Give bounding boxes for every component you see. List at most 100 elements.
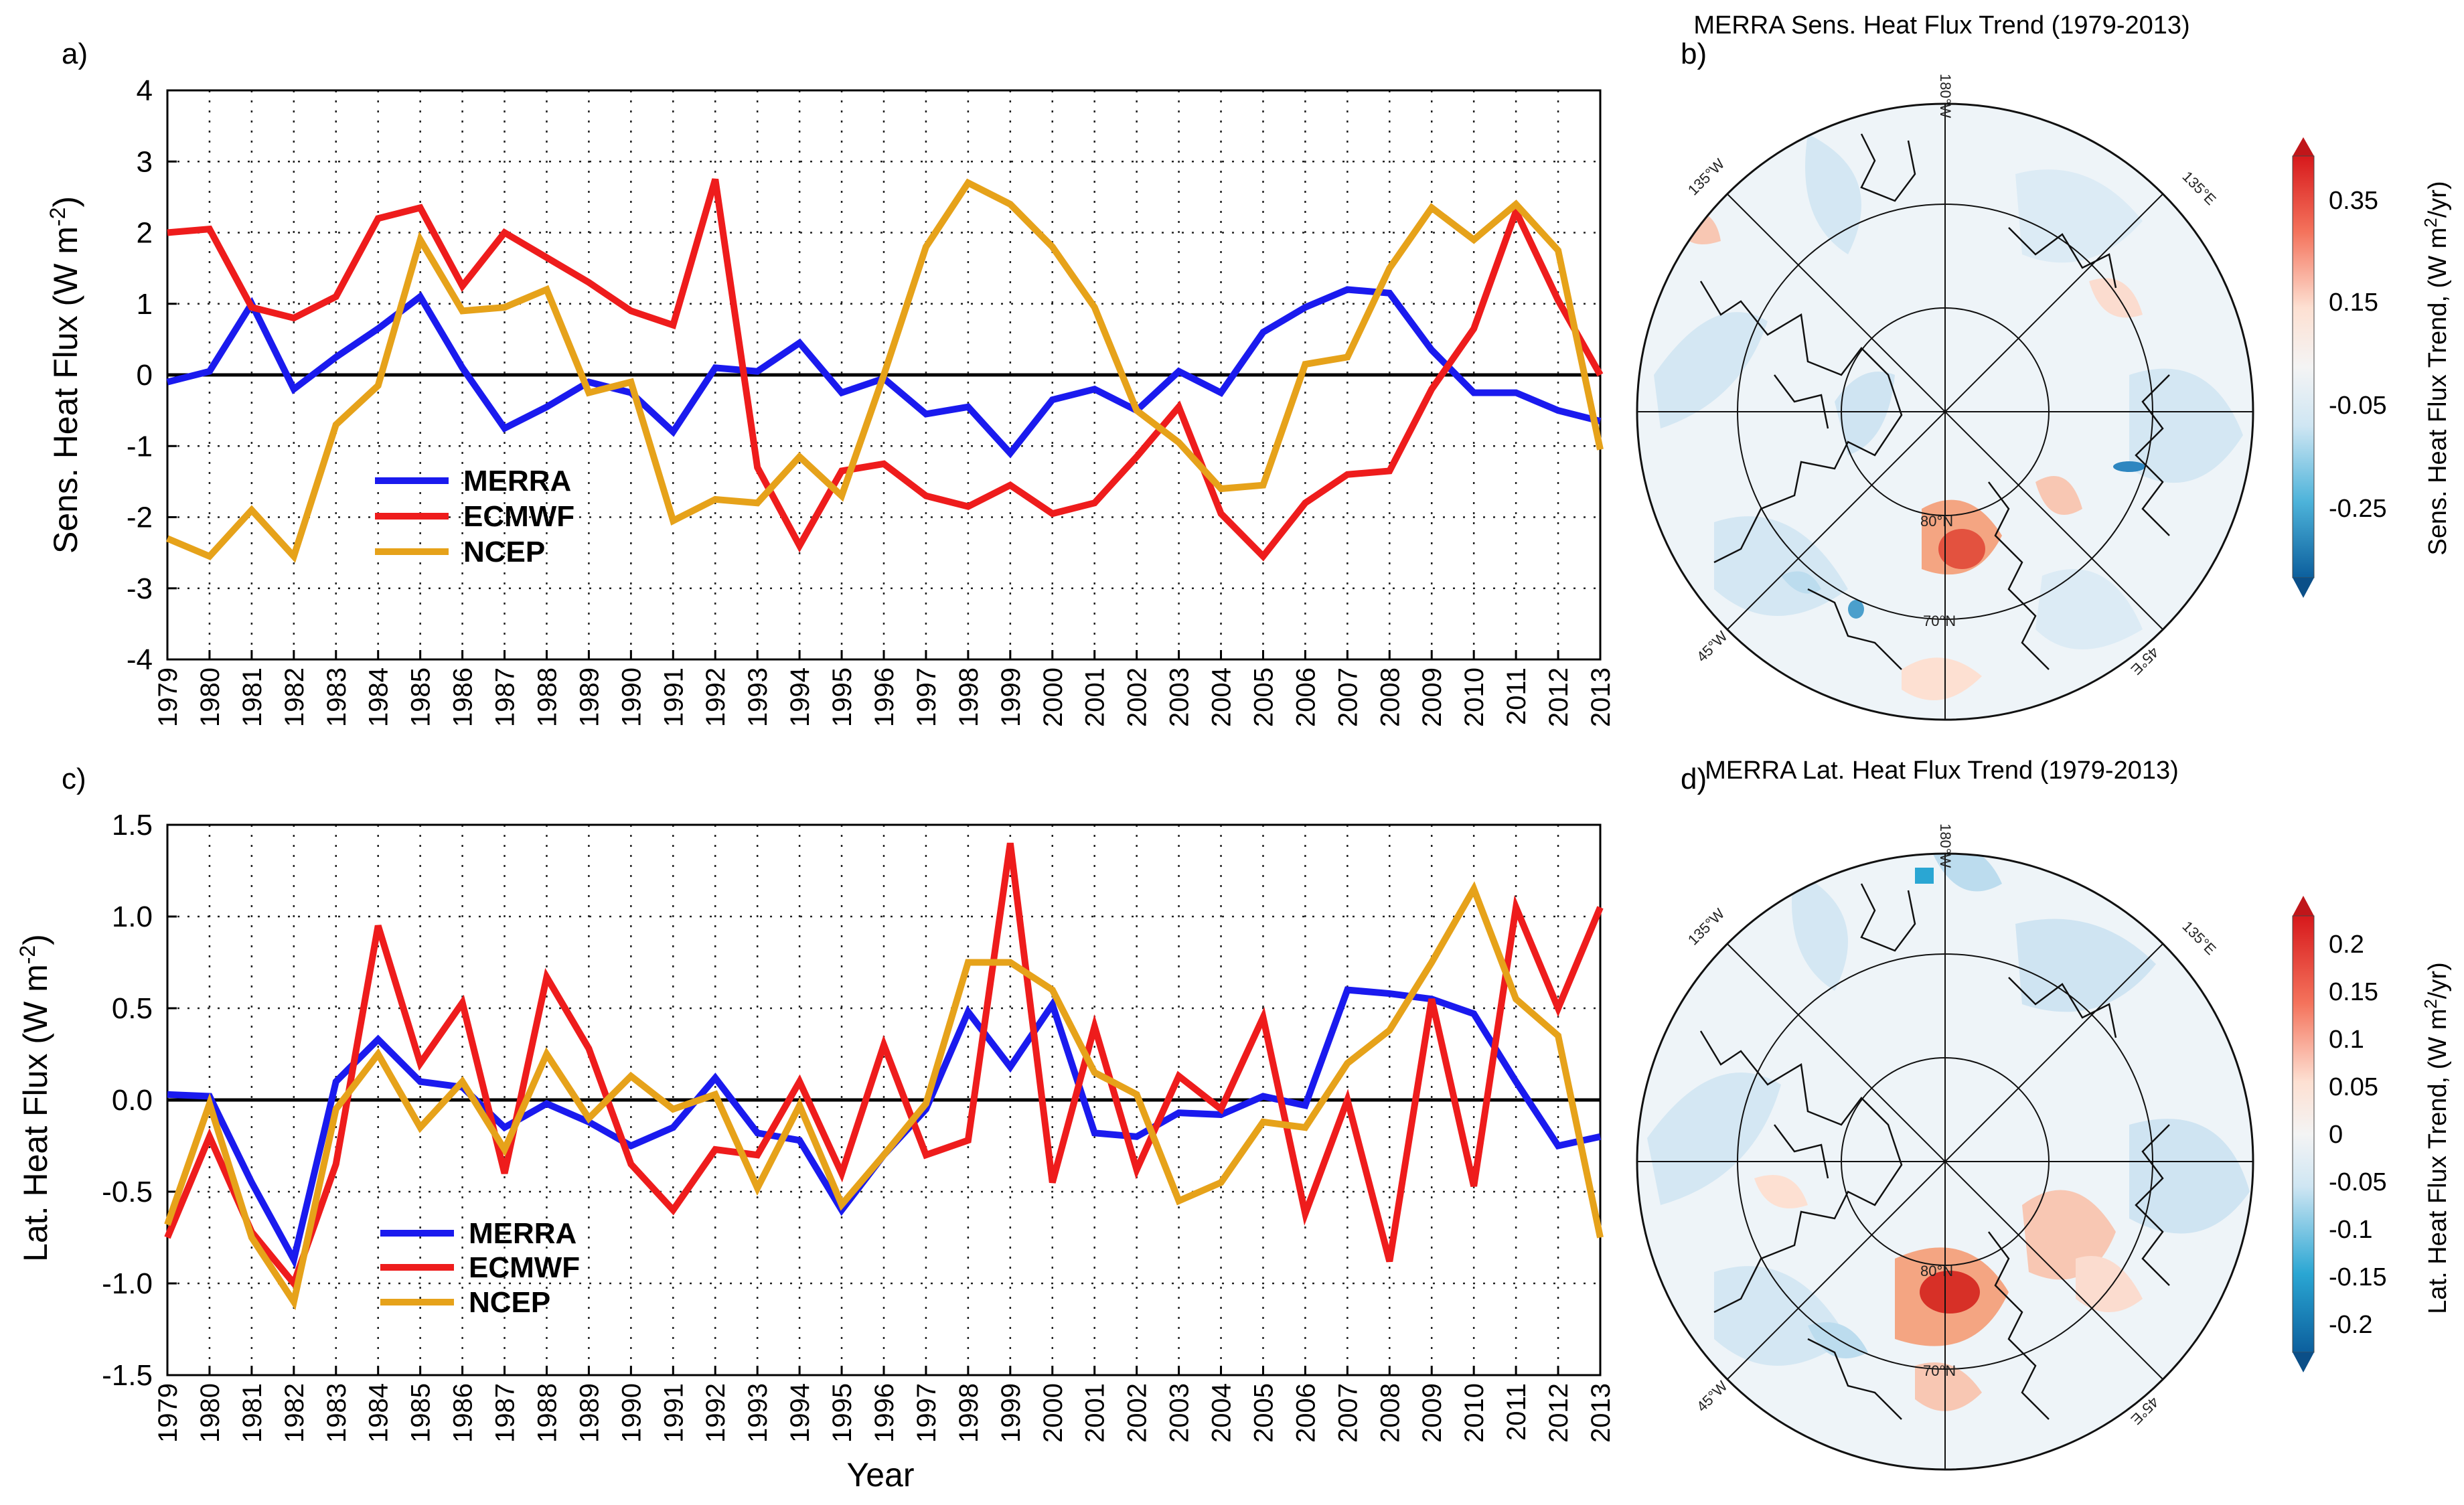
- x-tick-label: 1985: [406, 1383, 436, 1443]
- x-tick-label: 1990: [617, 667, 646, 727]
- panel-d-colorbar-bar: [2292, 915, 2315, 1353]
- panel-b-coastlines: [1699, 133, 2170, 670]
- x-tick-label: 1998: [954, 1383, 984, 1443]
- x-tick-label: 1995: [828, 1383, 857, 1443]
- x-tick-label: 1999: [996, 1383, 1026, 1443]
- x-tick-label: 2000: [1038, 1383, 1068, 1443]
- x-tick-label: 1981: [238, 667, 267, 727]
- x-tick-label: 1980: [196, 667, 225, 727]
- x-tick-label: 1986: [449, 1383, 478, 1443]
- x-tick-label: 1991: [659, 667, 688, 727]
- x-tick-label: 2009: [1417, 1383, 1447, 1443]
- x-tick-label: 1984: [364, 667, 394, 727]
- x-tick-label: 1997: [912, 1383, 941, 1443]
- legend-c-merra: MERRA: [469, 1217, 576, 1250]
- y-tick-label: 0.5: [112, 992, 153, 1025]
- x-tick-label: 2005: [1249, 1383, 1278, 1443]
- panel-b-cb-tick-035: 0.35: [2329, 187, 2378, 215]
- series-line-ecmwf: [167, 178, 1604, 562]
- panel-d-cb-tick-1: 0.15: [2329, 978, 2378, 1006]
- x-tick-label: 2011: [1502, 1383, 1531, 1441]
- panel-b-cb-tick-m025: -0.25: [2329, 495, 2387, 523]
- x-tick-label: 2006: [1291, 667, 1320, 727]
- panel-c-letter: c): [62, 763, 86, 795]
- x-tick-label: 1988: [532, 667, 562, 727]
- x-tick-label: 1999: [996, 667, 1026, 727]
- y-tick-label: -2: [127, 501, 153, 534]
- legend-a-ncep: NCEP: [463, 536, 545, 568]
- panel-b-cb-tick-m005: -0.05: [2329, 392, 2387, 420]
- panel-a-x-ticks: 1979 1980 1981 1982 1983 1984 1985 1986 1987 1988…: [153, 650, 1616, 727]
- panel-a-legend: MERRA ECMWF NCEP: [375, 465, 574, 568]
- panel-d-cb-tick-6: -0.1: [2329, 1216, 2372, 1244]
- panel-d-lat-70n: 70°N: [1923, 1362, 1956, 1379]
- panel-d-colorbar-bottom-arrow: [2293, 1352, 2314, 1372]
- panel-b-colorbar-bottom-arrow: [2293, 578, 2314, 598]
- panel-d-coastlines: [1699, 883, 2170, 1420]
- panel-b-cb-tick-015: 0.15: [2329, 289, 2378, 317]
- x-tick-label: 1989: [574, 1383, 604, 1443]
- panel-c-chart: c) 1.5 1.0 0.5 0.0 -0.5 -1.0 -1.5 1979 1980 1981…: [15, 763, 1616, 1494]
- x-tick-label: 1991: [659, 1383, 688, 1443]
- panel-a-chart: a) 4 3 2 1 0 -1 -2 -3 -4 1979 1980 1981 1982 1983 198…: [46, 37, 1616, 727]
- x-tick-label: 1992: [701, 667, 730, 727]
- y-tick-label: 0: [137, 359, 153, 392]
- panel-d-lon-135w: 135°W: [1685, 905, 1728, 949]
- y-tick-label: -3: [127, 572, 153, 605]
- panel-b-lon-135e: 135°E: [2179, 168, 2219, 208]
- legend-c-ecmwf: ECMWF: [469, 1251, 580, 1284]
- panel-d-colorbar-label: Lat. Heat Flux Trend, (W m2/yr): [2420, 962, 2452, 1314]
- panel-d-lon-180w: 180°W: [1937, 823, 1954, 868]
- x-tick-label: 1983: [322, 667, 352, 727]
- x-tick-label: 2002: [1123, 667, 1152, 727]
- series-line-ncep: [164, 881, 1604, 1311]
- y-tick-label: 1: [137, 288, 153, 321]
- x-tick-label: 1986: [449, 667, 478, 727]
- y-tick-label: -0.5: [102, 1176, 153, 1208]
- x-tick-label: 1996: [870, 1383, 899, 1443]
- x-tick-label: 2006: [1291, 1383, 1320, 1443]
- panel-d-colorbar: 0.2 0.15 0.1 0.05 0 -0.05 -0.1 -0.15 -0.…: [2292, 896, 2452, 1372]
- panel-d-map: d) MERRA Lat. Heat Flux Trend (1979-2013…: [1636, 757, 2452, 1471]
- x-tick-label: 1993: [743, 667, 773, 727]
- y-tick-label: 2: [137, 217, 153, 250]
- x-tick-label: 1982: [280, 1383, 309, 1443]
- x-tick-label: 2008: [1375, 667, 1405, 727]
- x-tick-label: 1981: [238, 1383, 267, 1443]
- x-tick-label: 2009: [1417, 667, 1447, 727]
- panel-d-cb-tick-8: -0.2: [2329, 1311, 2372, 1339]
- panel-b-letter: b): [1681, 37, 1707, 70]
- legend-a-merra: MERRA: [463, 465, 571, 497]
- x-tick-label: 2011: [1502, 667, 1531, 725]
- x-tick-label: 2007: [1333, 667, 1363, 727]
- panel-b-lon-45w: 45°W: [1693, 627, 1731, 665]
- y-tick-label: 3: [137, 145, 153, 178]
- y-tick-label: 1.5: [112, 809, 153, 842]
- x-tick-label: 1984: [364, 1383, 394, 1443]
- x-tick-label: 2013: [1586, 667, 1616, 727]
- panel-c-legend: MERRA ECMWF NCEP: [380, 1217, 580, 1319]
- x-tick-label: 2010: [1460, 1383, 1489, 1443]
- x-tick-label: 2012: [1544, 1383, 1573, 1443]
- y-tick-label: -4: [127, 643, 153, 676]
- x-tick-label: 1979: [153, 1383, 183, 1443]
- panel-a-ylabel: Sens. Heat Flux (W m-2): [46, 196, 84, 554]
- x-tick-label: 1979: [153, 667, 183, 727]
- x-tick-label: 1982: [280, 667, 309, 727]
- x-tick-label: 1980: [196, 1383, 225, 1443]
- x-tick-label: 2008: [1375, 1383, 1405, 1443]
- panel-d-cb-tick-0: 0.2: [2329, 931, 2364, 959]
- x-tick-label: 1995: [828, 667, 857, 727]
- panel-b-lon-180w: 180°W: [1937, 74, 1954, 118]
- x-tick-label: 1996: [870, 667, 899, 727]
- x-tick-label: 1994: [785, 667, 815, 727]
- panel-a-y-ticks: 4 3 2 1 0 -1 -2 -3 -4: [127, 74, 177, 676]
- panel-b-title: MERRA Sens. Heat Flux Trend (1979-2013): [1693, 11, 2189, 39]
- x-tick-label: 1998: [954, 667, 984, 727]
- panel-d-cb-tick-3: 0.05: [2329, 1073, 2378, 1101]
- x-tick-label: 2004: [1207, 667, 1237, 727]
- panel-b-colorbar-bar: [2292, 155, 2315, 578]
- panel-c-xlabel: Year: [846, 1456, 914, 1494]
- legend-c-ncep: NCEP: [469, 1286, 550, 1319]
- panel-c-series: [164, 842, 1604, 1311]
